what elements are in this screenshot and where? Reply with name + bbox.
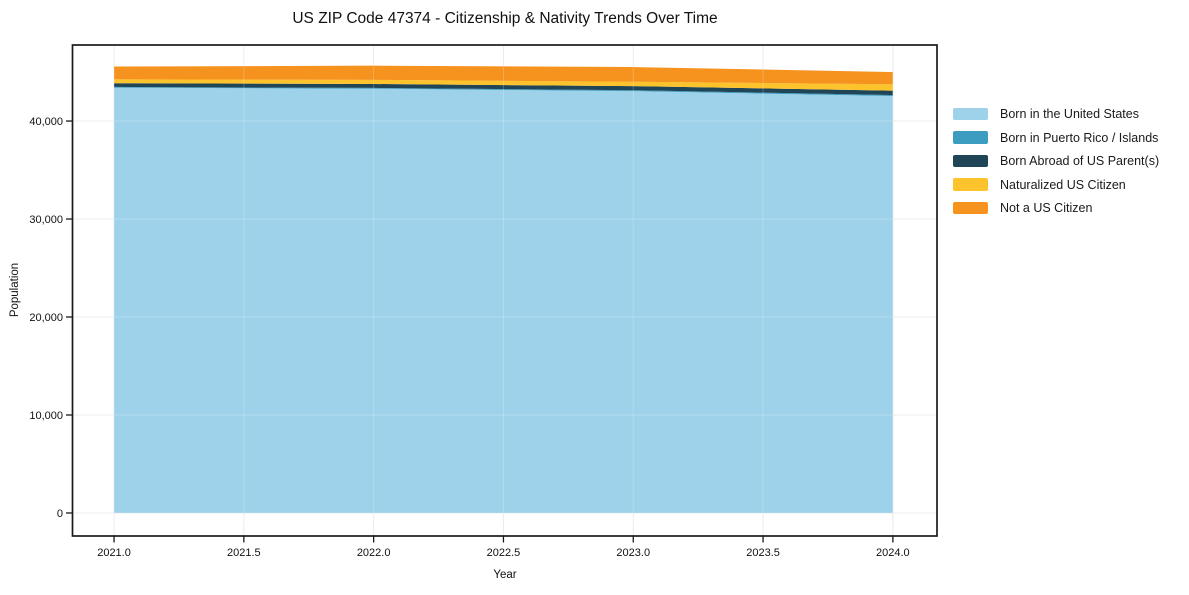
area-naturalized-us-citizen [114,79,893,91]
y-axis-label: Population [9,263,21,317]
x-axis-label: Year [493,569,516,581]
area-born-in-puerto-rico-islands [114,86,893,97]
legend-item: Born Abroad of US Parent(s) [953,153,1159,169]
chart-title: US ZIP Code 47374 - Citizenship & Nativi… [292,10,717,27]
y-tick-label: 30,000 [29,214,63,226]
legend: Born in the United States Born in Puerto… [953,106,1159,216]
legend-label: Not a US Citizen [1000,201,1093,215]
plot-frame [71,44,938,537]
stacked-areas [114,65,893,513]
legend-item: Naturalized US Citizen [953,177,1159,193]
legend-swatch [953,154,988,168]
legend-item: Born in the United States [953,106,1159,122]
gridlines-overlay [72,45,937,536]
legend-swatch [953,178,988,191]
x-tick-label: 2022.0 [357,547,391,559]
y-tick-label: 10,000 [29,410,63,422]
y-tick-label: 20,000 [29,312,63,324]
y-tick-labels: 0 10,000 20,000 30,000 40,000 [29,116,63,520]
x-tick-label: 2021.0 [97,547,131,559]
legend-swatch [953,201,988,215]
y-tick-label: 40,000 [29,116,63,128]
legend-label: Naturalized US Citizen [1000,177,1126,192]
x-tick-label: 2023.5 [746,547,780,559]
x-tick-labels: 2021.0 2021.5 2022.0 2022.5 2023.0 2023.5 2024… [97,547,909,559]
x-tick-label: 2023.0 [616,547,650,559]
x-tick-label: 2021.5 [227,547,261,559]
area-born-in-the-united-states [114,87,893,513]
legend-label: Born in Puerto Rico / Islands [1000,130,1159,145]
legend-swatch [953,107,988,121]
legend-label: Born Abroad of US Parent(s) [1000,154,1160,168]
legend-swatch [953,131,988,144]
y-tick-label: 0 [57,508,63,520]
axis-ticks [66,120,894,543]
x-tick-label: 2022.5 [487,547,521,559]
legend-item: Not a US Citizen [953,200,1159,216]
x-tick-label: 2024.0 [876,547,910,559]
legend-item: Born in Puerto Rico / Islands [953,130,1159,146]
area-not-a-us-citizen [114,65,893,85]
legend-label: Born in the United States [1000,107,1139,121]
area-born-abroad-of-us-parent-s- [114,83,893,96]
